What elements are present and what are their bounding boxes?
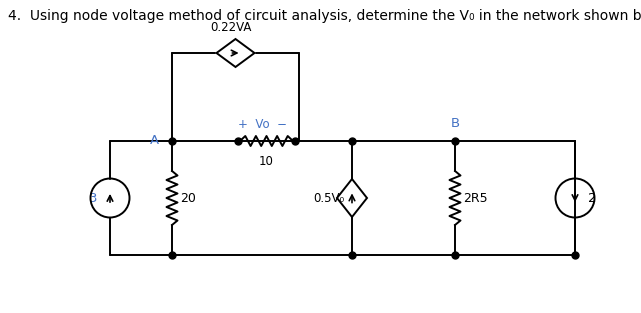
Text: 20: 20 <box>180 192 196 204</box>
Text: 0.5V₀: 0.5V₀ <box>313 192 344 204</box>
Text: +  Vo  −: + Vo − <box>238 118 287 131</box>
Text: 2: 2 <box>588 192 597 204</box>
Text: 2R5: 2R5 <box>463 192 488 204</box>
Text: 4.  Using node voltage method of circuit analysis, determine the V₀ in the netwo: 4. Using node voltage method of circuit … <box>8 9 641 23</box>
Text: B: B <box>451 117 460 130</box>
Text: 0.22VA: 0.22VA <box>210 21 251 34</box>
Text: 3: 3 <box>88 192 97 204</box>
Text: 10: 10 <box>259 155 274 168</box>
Text: A: A <box>150 135 159 147</box>
